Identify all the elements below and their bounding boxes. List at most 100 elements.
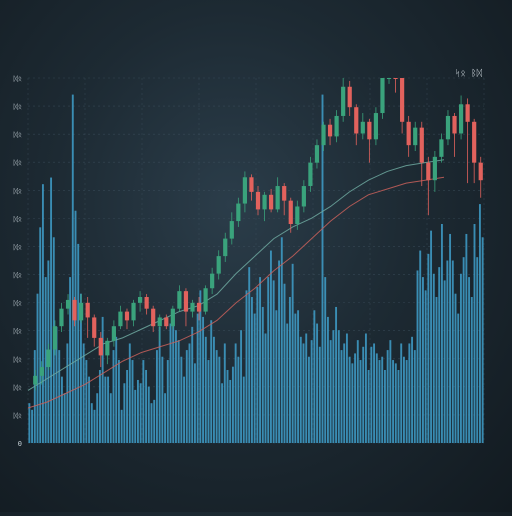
volume-bar bbox=[147, 386, 150, 443]
candle bbox=[419, 121, 424, 187]
volume-bar bbox=[253, 313, 256, 443]
candle bbox=[124, 308, 130, 330]
candle-body bbox=[386, 78, 392, 79]
volume-bar bbox=[299, 336, 302, 443]
volume-bar bbox=[66, 343, 69, 443]
candle-body bbox=[301, 186, 306, 207]
candle bbox=[223, 232, 228, 262]
candle-body bbox=[282, 186, 287, 201]
volume-bar bbox=[443, 280, 446, 443]
volume-bar bbox=[33, 350, 36, 443]
candle-body bbox=[65, 299, 71, 309]
volume-bar bbox=[90, 403, 93, 443]
candle bbox=[52, 320, 58, 356]
y-tick-label: ᛞᛟ bbox=[14, 159, 22, 167]
volume-bar bbox=[335, 306, 338, 443]
candle bbox=[157, 314, 162, 341]
volume-bar bbox=[193, 363, 196, 443]
volume-bar bbox=[107, 376, 110, 443]
y-tick-label: ᛞᛟ bbox=[14, 187, 22, 195]
volume-bar bbox=[348, 356, 351, 443]
volume-bar bbox=[212, 336, 215, 443]
volume-bar bbox=[389, 340, 392, 443]
volume-bar bbox=[397, 370, 400, 443]
volume-bar bbox=[378, 360, 381, 443]
volume-bar bbox=[117, 360, 120, 443]
volume-bar bbox=[155, 350, 158, 443]
candle bbox=[249, 174, 254, 201]
candle bbox=[360, 113, 365, 140]
candle-body bbox=[72, 299, 77, 321]
candle-body bbox=[262, 194, 267, 210]
volume-bar bbox=[302, 343, 305, 443]
volume-bar bbox=[446, 260, 449, 443]
volume-bar bbox=[199, 290, 202, 443]
y-tick-label: ᛞᛟ bbox=[14, 300, 22, 308]
candle bbox=[275, 177, 280, 213]
candle-body bbox=[373, 113, 379, 140]
candle bbox=[72, 297, 77, 327]
volume-bar bbox=[248, 267, 251, 443]
volume-bar bbox=[250, 297, 253, 443]
volume-bar bbox=[261, 306, 264, 443]
candle bbox=[183, 288, 189, 327]
volume-bar bbox=[367, 370, 370, 443]
candle-body bbox=[164, 317, 169, 327]
candle bbox=[426, 156, 431, 216]
candle bbox=[341, 78, 346, 122]
candle-body bbox=[439, 139, 444, 157]
candle bbox=[269, 188, 274, 213]
volume-bar bbox=[462, 257, 465, 443]
volume-bar bbox=[272, 280, 275, 443]
candle bbox=[229, 212, 234, 245]
candle bbox=[393, 78, 398, 93]
volume-bar bbox=[381, 356, 384, 443]
volume-bar bbox=[207, 360, 210, 443]
volume-bar bbox=[245, 290, 248, 443]
volume-bar bbox=[294, 313, 297, 443]
moving-average-short bbox=[27, 159, 445, 391]
volume-bar bbox=[101, 316, 104, 443]
candle bbox=[413, 121, 418, 151]
volume-bar bbox=[307, 356, 310, 443]
candle bbox=[458, 95, 464, 140]
candle-body bbox=[347, 86, 352, 108]
candle-body bbox=[157, 317, 162, 327]
candle-body bbox=[393, 78, 398, 79]
candle bbox=[170, 305, 175, 330]
candle bbox=[196, 297, 202, 321]
candle bbox=[236, 197, 241, 227]
candle bbox=[111, 320, 116, 347]
volume-bar bbox=[405, 360, 408, 443]
volume-bar bbox=[267, 277, 270, 443]
candle bbox=[478, 156, 483, 198]
candle-body bbox=[432, 156, 437, 181]
volume-bar bbox=[226, 370, 229, 443]
candle bbox=[327, 118, 333, 146]
volume-bar bbox=[337, 330, 340, 443]
candle-body bbox=[314, 145, 320, 163]
volume-bar bbox=[424, 290, 427, 443]
y-tick-label: ᛞᛟ bbox=[14, 103, 22, 111]
candle bbox=[321, 121, 326, 151]
volume-bar bbox=[28, 403, 31, 443]
y-tick-label: ᛞᛟ bbox=[14, 356, 22, 364]
candle-body bbox=[380, 78, 385, 114]
candle bbox=[288, 197, 293, 233]
candle bbox=[472, 118, 477, 184]
volume-bar bbox=[191, 326, 194, 443]
volume-bar bbox=[411, 336, 414, 443]
candle bbox=[347, 80, 352, 116]
volume-bar bbox=[310, 340, 313, 443]
volume-bar bbox=[275, 310, 278, 443]
volume-bar bbox=[79, 293, 82, 443]
candle-body bbox=[354, 107, 359, 134]
candle bbox=[445, 110, 451, 146]
y-tick-label: ᛞᛟ bbox=[14, 412, 22, 420]
candle-body bbox=[413, 127, 418, 146]
candle bbox=[262, 191, 267, 222]
volume-bar bbox=[432, 273, 435, 443]
candle-body bbox=[255, 191, 261, 210]
volume-bar bbox=[476, 257, 479, 443]
candle-body bbox=[295, 206, 300, 224]
